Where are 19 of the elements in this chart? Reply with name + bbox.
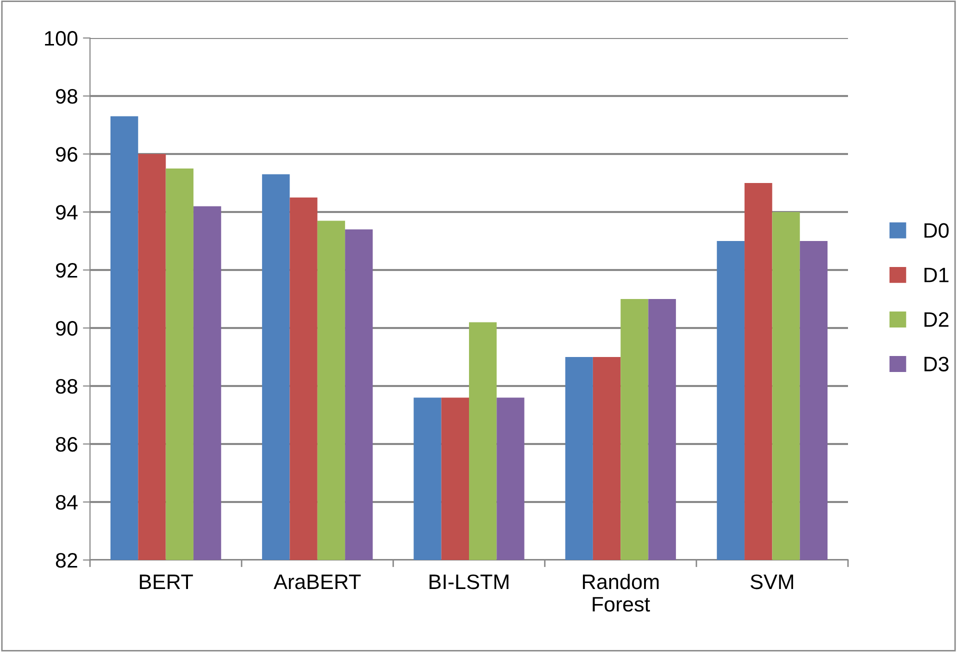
legend-label: D0 <box>924 223 949 238</box>
legend-label: D1 <box>924 268 948 282</box>
x-tick-label: BI-LSTM <box>430 574 508 590</box>
x-tick-label: BERT <box>140 574 193 589</box>
y-tick-label: 96 <box>56 147 78 162</box>
y-tick-label: 100 <box>45 31 78 46</box>
y-tick-label: 82 <box>56 553 78 568</box>
y-tick-label: 94 <box>56 205 78 220</box>
y-tick-label: 98 <box>56 89 78 104</box>
y-tick-label: 86 <box>56 437 78 452</box>
x-tick-label: AraBERT <box>274 574 361 590</box>
legend-label: D2 <box>924 312 948 327</box>
y-tick-label: 88 <box>56 379 78 394</box>
x-tick-label: Random Forest <box>582 574 659 612</box>
y-tick-label: 90 <box>56 321 78 336</box>
y-tick-label: 92 <box>56 263 78 278</box>
legend-label: D3 <box>924 356 949 372</box>
y-tick-label: 84 <box>56 495 78 510</box>
x-tick-label: SVM <box>750 574 794 590</box>
